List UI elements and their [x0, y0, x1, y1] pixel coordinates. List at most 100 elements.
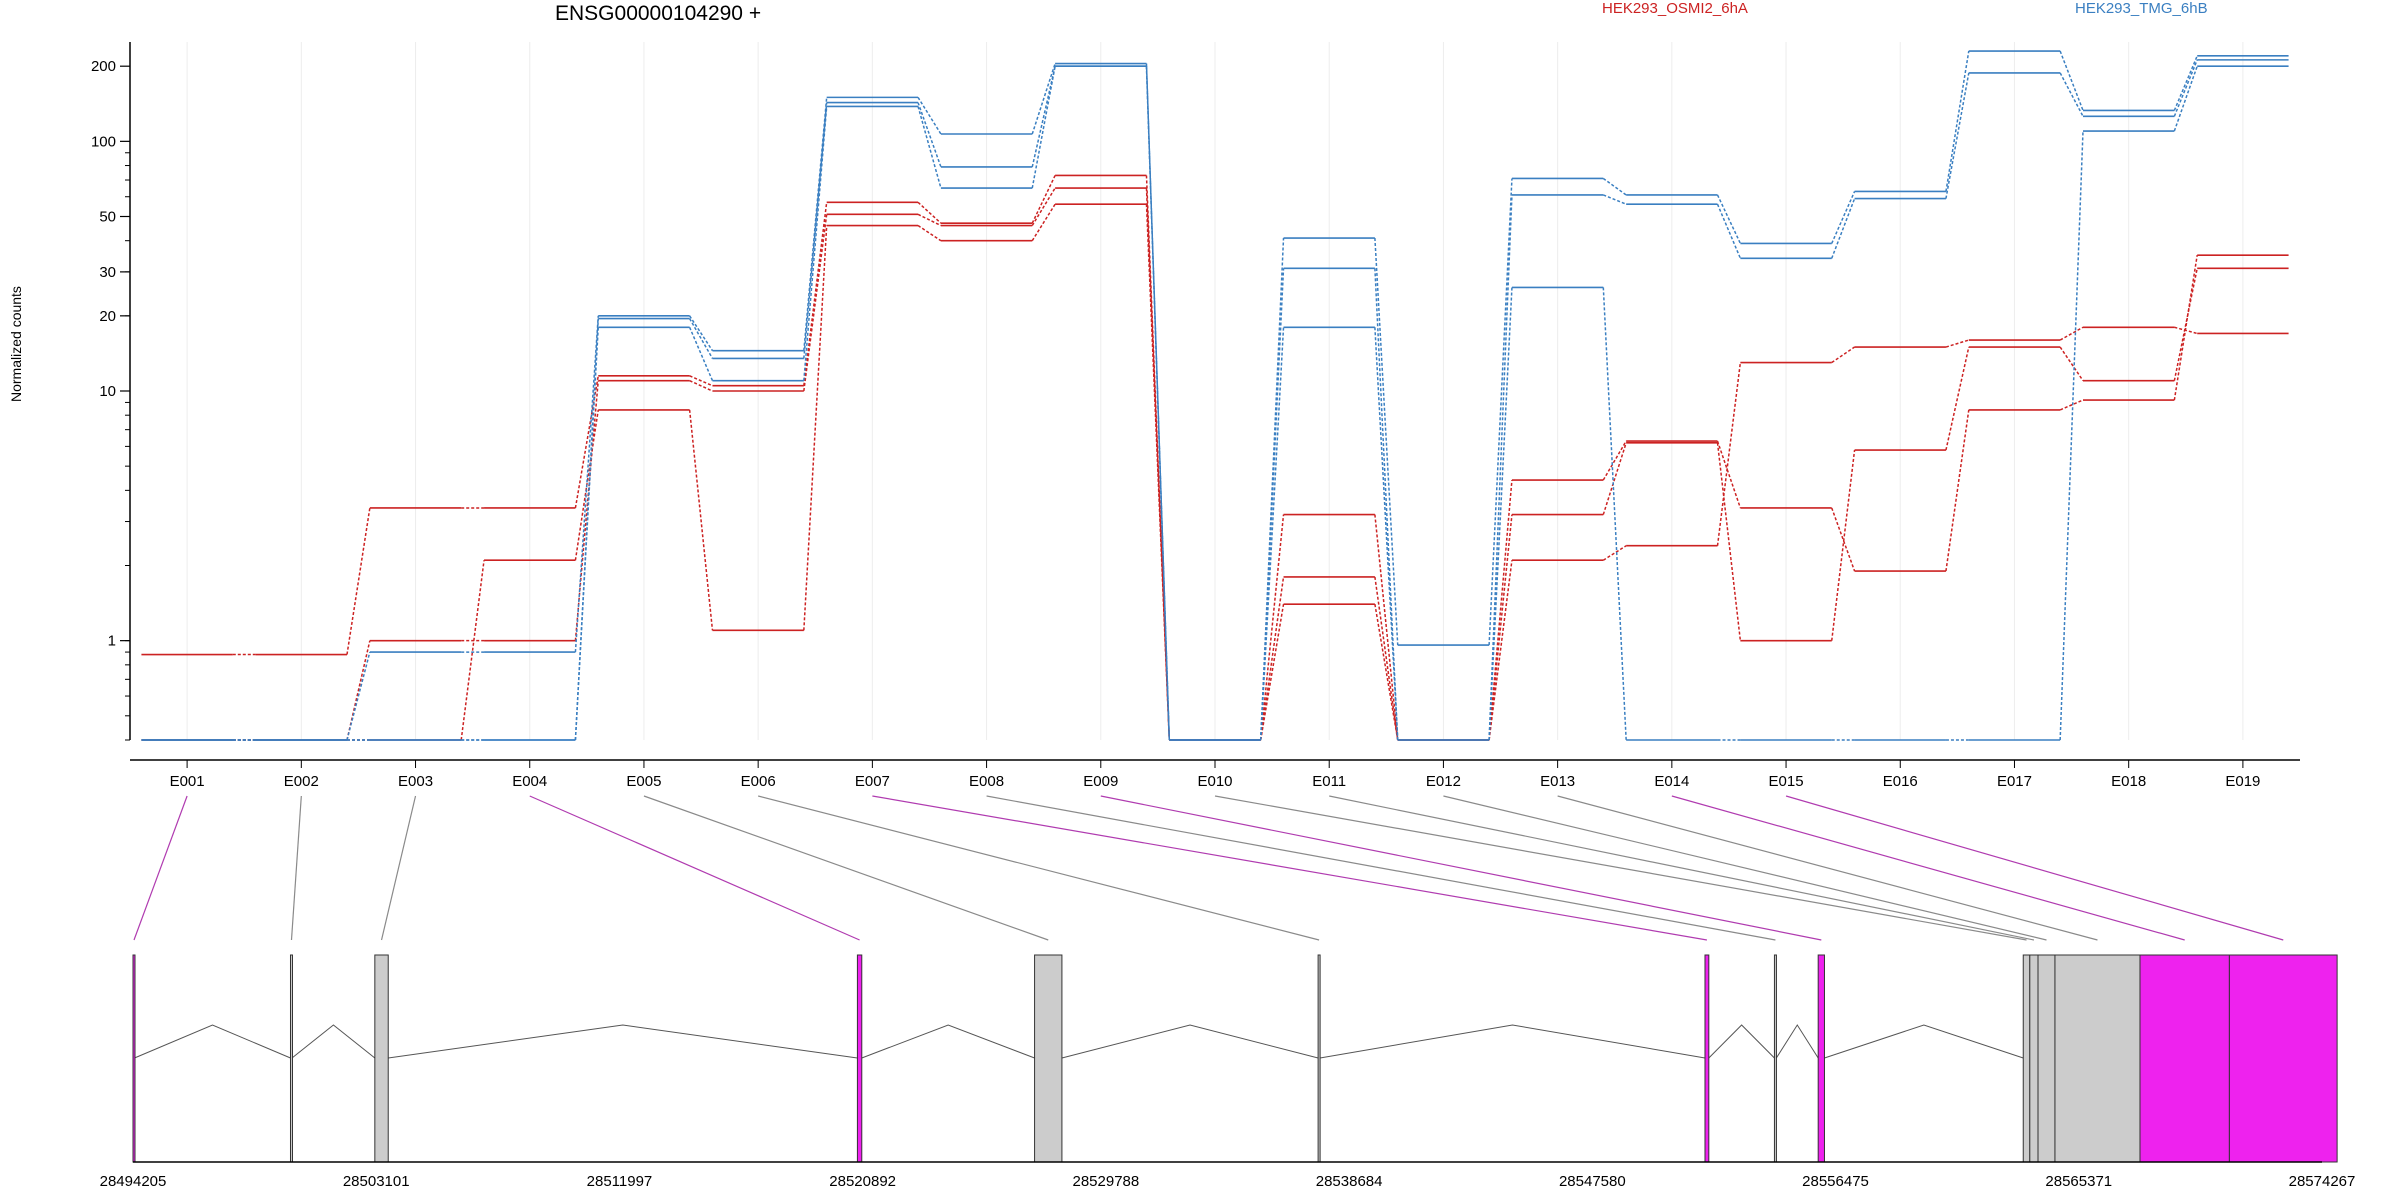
x-tick-label: E019 — [2225, 773, 2260, 790]
intron-line — [291, 1024, 376, 1059]
series-transition — [1374, 327, 1399, 741]
x-tick-label: E013 — [1540, 773, 1575, 790]
series-transition — [917, 213, 942, 227]
series-transition — [1374, 268, 1399, 741]
series-transition — [803, 202, 828, 386]
series-transition — [2059, 50, 2084, 111]
exon-connector — [1443, 795, 2047, 941]
y-tick-label: 30 — [99, 264, 116, 281]
exon-box — [374, 954, 389, 1163]
series-transition — [917, 201, 942, 224]
grid — [186, 42, 2244, 740]
series-transition — [689, 379, 713, 392]
series-transition — [1145, 204, 1171, 741]
y-tick-label: 1 — [108, 633, 116, 650]
series-transition — [574, 380, 600, 641]
y-axis-label: Normalized counts — [8, 286, 24, 402]
series-transition — [1031, 63, 1056, 135]
exon-box — [289, 954, 293, 1163]
x-tick-label: E002 — [284, 773, 319, 790]
coordinate-tick-label: 28511997 — [587, 1173, 653, 1190]
exon-box — [856, 954, 863, 1163]
series-transition — [1259, 268, 1285, 741]
exon-connector — [986, 795, 1776, 941]
coordinate-tick-label: 28503101 — [343, 1173, 410, 1190]
intron-line — [1708, 1024, 1775, 1059]
series-transition — [346, 507, 371, 655]
coordinate-tick-label: 28556475 — [1802, 1173, 1869, 1190]
exon-connector — [1671, 795, 2185, 941]
x-tick-label: E010 — [1197, 773, 1232, 790]
series-transition — [1603, 194, 1627, 205]
series-transition — [689, 315, 714, 352]
intron-line — [1775, 1024, 1819, 1059]
intron-line — [1824, 1024, 2024, 1059]
exon-connector — [133, 795, 188, 941]
series-transition — [1374, 237, 1399, 646]
exon-connector — [1785, 795, 2284, 941]
coordinate-tick-label: 28494205 — [100, 1173, 167, 1190]
exon-connector — [872, 795, 1708, 941]
x-tick-label: E008 — [969, 773, 1004, 790]
series-transition — [2173, 255, 2198, 401]
series-transition — [1145, 66, 1171, 741]
series-transition — [1488, 194, 1513, 741]
series-transition — [1945, 72, 1970, 199]
exon-box — [2037, 954, 2056, 1163]
series-transition — [1602, 442, 1627, 515]
series-transition — [1488, 287, 1513, 741]
coordinate-axis: 28494205 28503101 28511997 28520892 28529788… — [100, 1161, 2356, 1190]
series-transition — [917, 106, 942, 189]
series-transition — [574, 315, 600, 653]
series-transition — [917, 102, 942, 168]
coordinate-tick-label: 28529788 — [1073, 1173, 1140, 1190]
exon-connectors — [133, 795, 2284, 941]
intron-line — [134, 1024, 291, 1059]
series-transition — [917, 96, 942, 135]
series-transition — [1945, 50, 1970, 192]
series-transition — [1259, 514, 1285, 741]
series-transition — [1031, 175, 1056, 224]
exon-connector — [1214, 795, 2027, 941]
series-transition — [2059, 72, 2084, 117]
series-transition — [1716, 362, 1742, 546]
intron-line — [388, 1024, 858, 1059]
series-transition — [803, 225, 828, 631]
exon-box — [1317, 954, 1321, 1163]
y-tick-label: 50 — [99, 209, 116, 226]
x-tick-label: E014 — [1654, 773, 1689, 790]
series-transition — [1602, 287, 1627, 741]
exon-connector — [380, 795, 417, 941]
exon-connector — [643, 795, 1049, 941]
exon-box — [2029, 954, 2039, 1163]
exon-box — [2054, 954, 2141, 1163]
y-tick-label: 200 — [91, 58, 116, 75]
series-transition — [2059, 326, 2084, 341]
series-transition — [2173, 59, 2198, 117]
coordinate-tick-label: 28547580 — [1559, 1173, 1626, 1190]
series-transition — [2059, 346, 2084, 382]
series-transition — [1831, 507, 1856, 572]
exon-connector — [1329, 795, 2035, 941]
series-transition — [1830, 449, 1856, 641]
x-tick-label: E018 — [2111, 773, 2146, 790]
series-transition — [346, 651, 371, 741]
series-transition — [1374, 514, 1399, 741]
series-transition — [803, 106, 828, 381]
series-transition — [1488, 560, 1513, 741]
series-transition — [1031, 187, 1056, 226]
x-tick-label: E012 — [1426, 773, 1461, 790]
coordinate-tick-label: 28574267 — [2289, 1173, 2356, 1190]
x-tick-label: E004 — [512, 773, 547, 790]
series-transition — [1488, 479, 1513, 741]
y-tick-label: 20 — [99, 308, 116, 325]
series-transition — [803, 102, 828, 359]
y-tick-label: 100 — [91, 133, 116, 150]
series-transition — [1374, 604, 1399, 741]
exon-box — [2022, 954, 2031, 1163]
exon-connector — [529, 795, 860, 941]
series-transition — [1831, 346, 1856, 364]
series-transition — [2174, 326, 2198, 335]
series-transition — [460, 560, 485, 741]
y-tick-label: 10 — [99, 383, 116, 400]
